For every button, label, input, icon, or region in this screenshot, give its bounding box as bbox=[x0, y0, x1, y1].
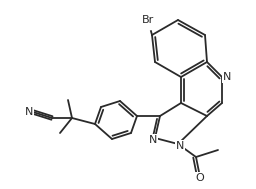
Text: Br: Br bbox=[142, 15, 154, 25]
Text: N: N bbox=[149, 135, 157, 145]
Text: N: N bbox=[176, 141, 184, 151]
Text: N: N bbox=[25, 107, 33, 117]
Text: O: O bbox=[196, 173, 204, 183]
Text: N: N bbox=[223, 72, 231, 82]
